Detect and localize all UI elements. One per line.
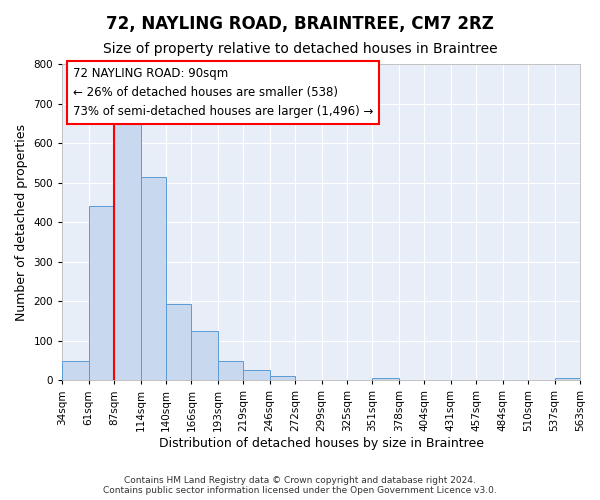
Bar bbox=[62, 360, 89, 380]
Text: Size of property relative to detached houses in Braintree: Size of property relative to detached ho… bbox=[103, 42, 497, 56]
Bar bbox=[191, 331, 218, 380]
Bar bbox=[243, 370, 270, 380]
Text: Contains HM Land Registry data © Crown copyright and database right 2024.
Contai: Contains HM Land Registry data © Crown c… bbox=[103, 476, 497, 495]
X-axis label: Distribution of detached houses by size in Braintree: Distribution of detached houses by size … bbox=[158, 437, 484, 450]
Bar bbox=[373, 378, 399, 380]
Y-axis label: Number of detached properties: Number of detached properties bbox=[15, 124, 28, 320]
Bar bbox=[218, 360, 243, 380]
Text: 72 NAYLING ROAD: 90sqm
← 26% of detached houses are smaller (538)
73% of semi-de: 72 NAYLING ROAD: 90sqm ← 26% of detached… bbox=[73, 67, 373, 118]
Bar bbox=[114, 120, 140, 380]
Bar bbox=[89, 206, 114, 380]
Bar bbox=[166, 304, 191, 380]
Bar bbox=[140, 176, 166, 380]
Bar bbox=[270, 376, 295, 380]
Bar bbox=[554, 378, 580, 380]
Text: 72, NAYLING ROAD, BRAINTREE, CM7 2RZ: 72, NAYLING ROAD, BRAINTREE, CM7 2RZ bbox=[106, 15, 494, 33]
